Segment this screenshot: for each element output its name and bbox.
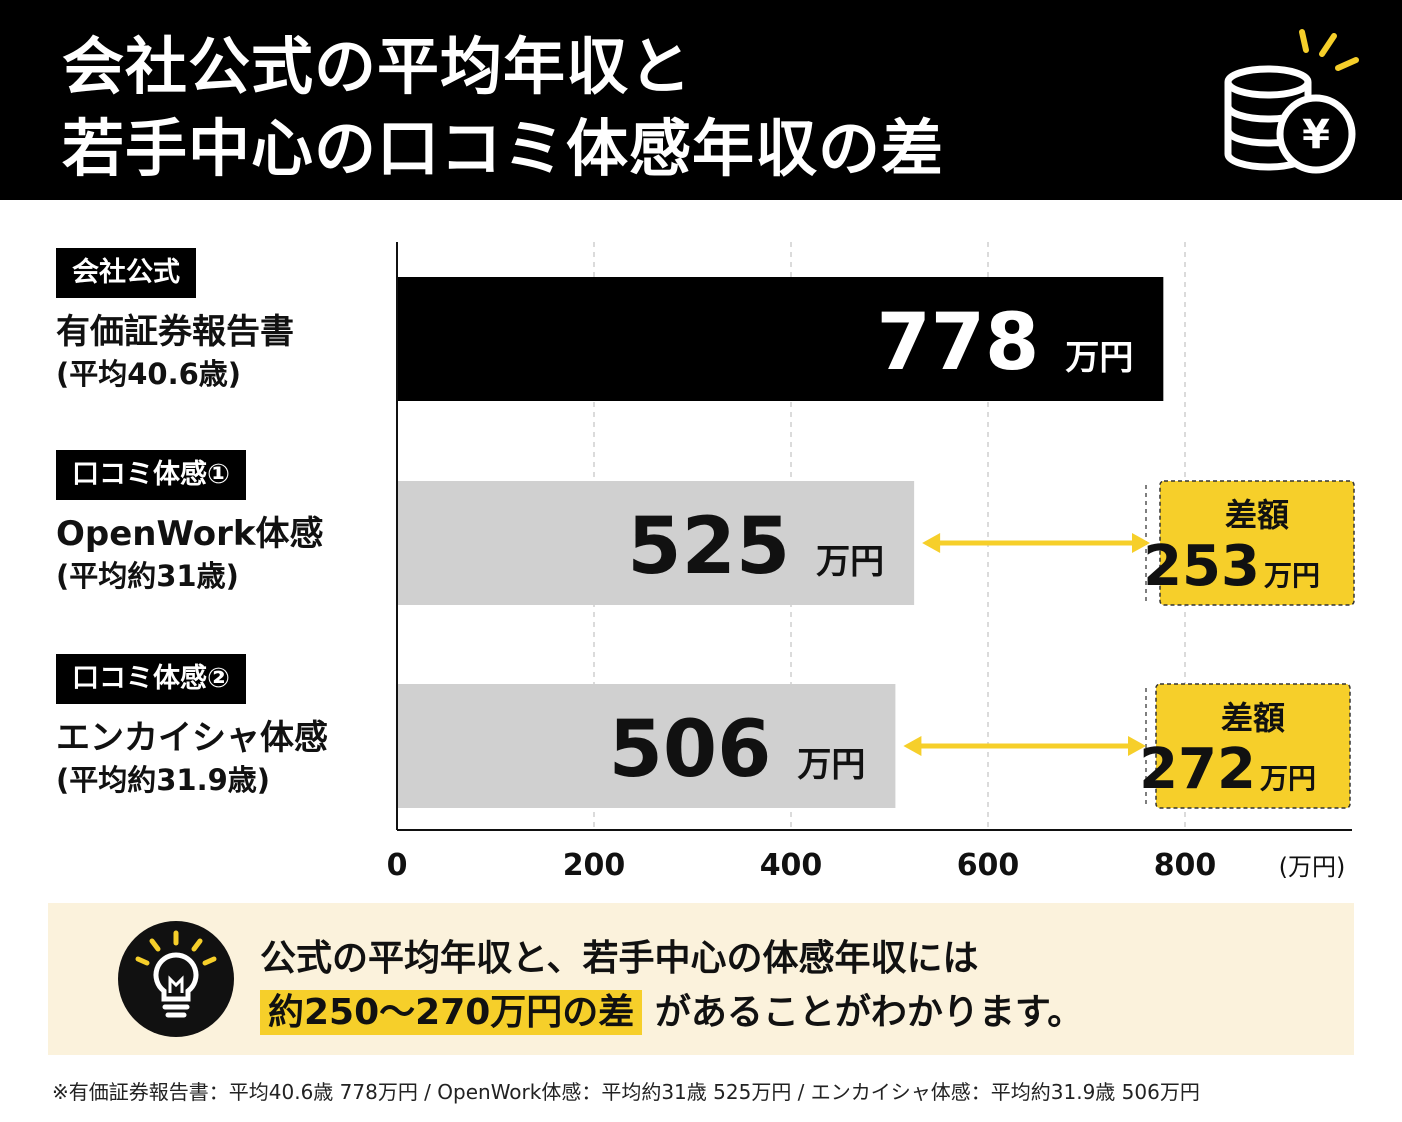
bar-value-unit: 万円: [1065, 338, 1133, 378]
row-label: OpenWork体感: [56, 514, 324, 554]
row-tag: 口コミ体感②: [56, 654, 246, 704]
x-tick-label: 800: [1154, 848, 1217, 883]
note-line-2-rest: があることがわかります。: [654, 992, 1084, 1033]
bar-value-label: 506: [609, 705, 772, 795]
note-line-2: 約250〜270万円の差 があることがわかります。: [260, 983, 1083, 1035]
arrow-head-left: [922, 533, 941, 553]
difference-box: [1159, 480, 1355, 606]
bar-value-label: 778: [877, 298, 1040, 388]
difference-value: 253: [1143, 534, 1260, 599]
title-line-2: 若手中心の口コミ体感年収の差: [62, 112, 945, 185]
note-highlight: 約250〜270万円の差: [260, 990, 643, 1035]
x-tick-label: 200: [563, 848, 626, 883]
row-label-enkaisha: 口コミ体感② エンカイシャ体感 (平均約31.9歳): [56, 654, 328, 800]
title-line-1: 会社公式の平均年収と: [62, 30, 693, 103]
x-tick-label: 0: [387, 848, 408, 883]
row-sublabel: (平均40.6歳): [56, 357, 242, 391]
bar-value-unit: 万円: [797, 745, 865, 785]
page-title: 会社公式の平均年収と 若手中心の口コミ体感年収の差: [62, 26, 944, 190]
difference-unit: 万円: [1264, 559, 1320, 592]
row-sublabel: (平均約31.9歳): [56, 763, 271, 797]
arrow-head-right: [1128, 736, 1146, 756]
row-label-official: 会社公式 有価証券報告書 (平均40.6歳): [56, 248, 294, 394]
bar: [397, 684, 896, 808]
row-tag: 会社公式: [56, 248, 196, 298]
arrow-head-left: [903, 736, 922, 756]
difference-value: 272: [1139, 737, 1256, 802]
coin-stack-yen-icon: ¥: [1224, 29, 1359, 174]
row-label: 有価証券報告書: [56, 312, 294, 352]
bar: [397, 481, 915, 605]
bar: [397, 277, 1164, 401]
header-bar: 会社公式の平均年収と 若手中心の口コミ体感年収の差 ¥: [0, 0, 1402, 200]
row-label-openwork: 口コミ体感① OpenWork体感 (平均約31歳): [56, 450, 324, 596]
difference-unit: 万円: [1260, 762, 1316, 795]
x-axis-unit: (万円): [1279, 853, 1346, 881]
insight-note: 公式の平均年収と、若手中心の体感年収には 約250〜270万円の差 があることが…: [48, 903, 1354, 1055]
bar-value-label: 525: [627, 502, 790, 592]
row-tag: 口コミ体感①: [56, 450, 246, 500]
note-line-1: 公式の平均年収と、若手中心の体感年収には: [260, 938, 979, 979]
row-sublabel: (平均約31歳): [56, 559, 239, 593]
lightbulb-icon: [118, 921, 234, 1037]
difference-title: 差額: [1221, 699, 1285, 737]
arrow-head-right: [1132, 533, 1150, 553]
x-tick-label: 600: [957, 848, 1020, 883]
difference-box: [1155, 683, 1351, 809]
row-label: エンカイシャ体感: [56, 718, 328, 758]
difference-title: 差額: [1225, 496, 1289, 534]
svg-text:¥: ¥: [1302, 112, 1330, 158]
x-tick-label: 400: [760, 848, 823, 883]
footnote: ※有価証券報告書：平均40.6歳 778万円 / OpenWork体感：平均約3…: [52, 1080, 1200, 1104]
bar-value-unit: 万円: [816, 542, 884, 582]
